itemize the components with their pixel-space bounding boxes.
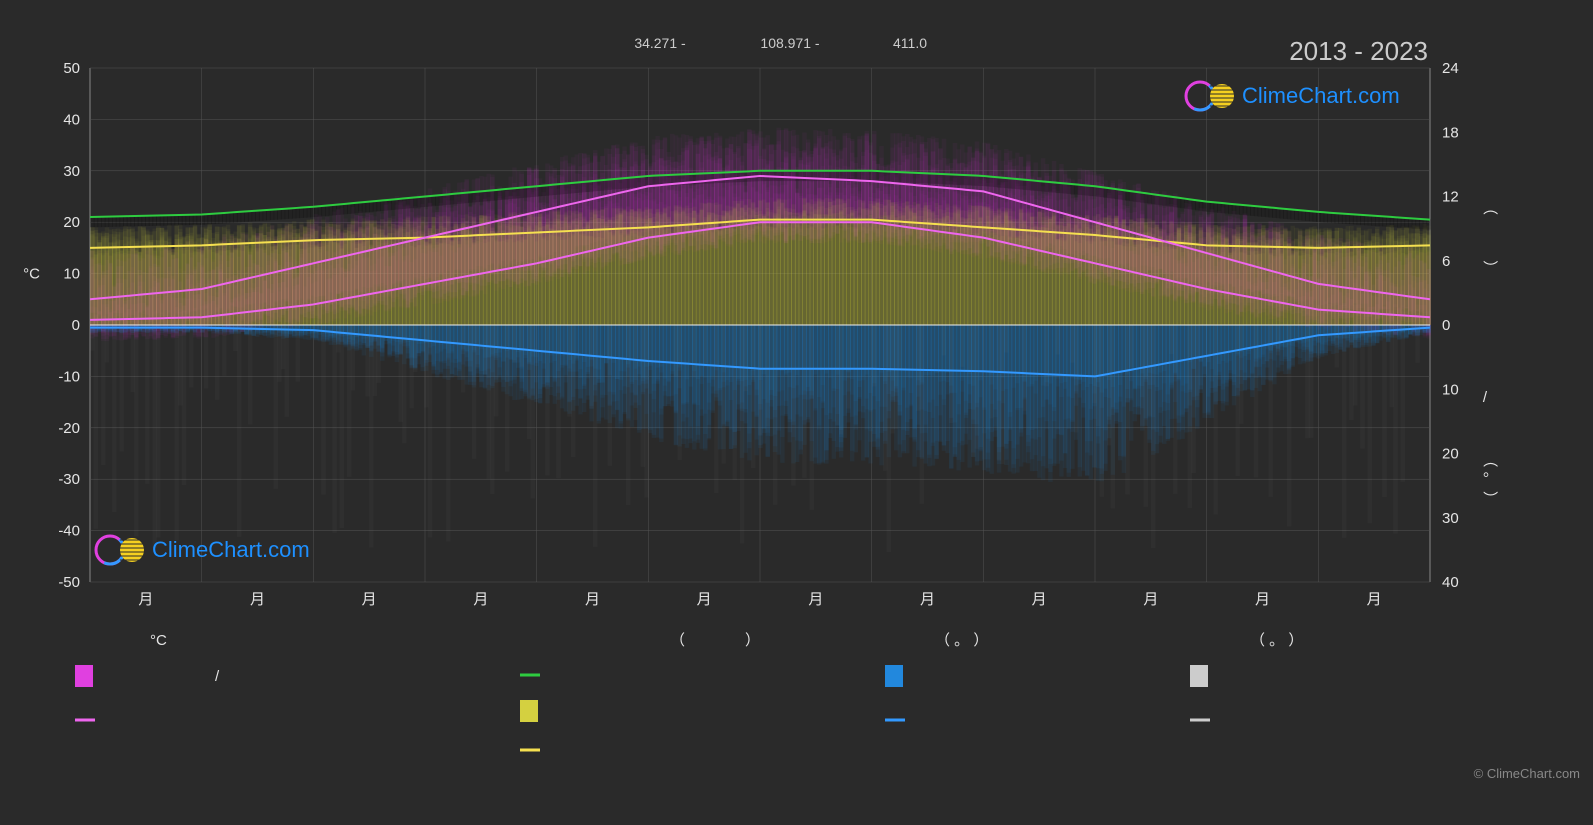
right-bot-tick: 40 bbox=[1442, 574, 1459, 591]
brand-logo: ClimeChart.com bbox=[96, 536, 310, 564]
x-tick-label: 月 bbox=[1143, 591, 1158, 608]
left-tick-label: 30 bbox=[63, 163, 80, 180]
legend-h1: °C bbox=[150, 632, 167, 649]
left-tick-label: 40 bbox=[63, 111, 80, 128]
x-tick-label: 月 bbox=[808, 591, 823, 608]
x-tick-label: 月 bbox=[138, 591, 153, 608]
climate-chart: 34.271 - 108.971 - 411.0 2013 - 2023 50 40 30 2… bbox=[0, 0, 1593, 825]
brand-text: ClimeChart.com bbox=[152, 537, 310, 562]
left-tick-label: 20 bbox=[63, 214, 80, 231]
copyright: © ClimeChart.com bbox=[1474, 766, 1580, 781]
legend-h2: （ ） bbox=[670, 632, 760, 649]
left-tick-label: -20 bbox=[58, 420, 80, 437]
left-tick-label: -50 bbox=[58, 574, 80, 591]
legend-h3: （ 。 ） bbox=[935, 632, 988, 649]
x-tick-label: 月 bbox=[250, 591, 265, 608]
left-tick-label: -30 bbox=[58, 471, 80, 488]
header-lat: 34.271 - bbox=[634, 35, 686, 51]
left-axis-unit: °C bbox=[23, 266, 40, 283]
x-tick-label: 月 bbox=[920, 591, 935, 608]
right-bot-paren: （ 。 ） bbox=[1481, 453, 1498, 506]
right-bot-tick: 10 bbox=[1442, 381, 1459, 398]
right-top-tick: 12 bbox=[1442, 189, 1459, 206]
legend-swatch bbox=[520, 700, 538, 722]
x-tick-label: 月 bbox=[697, 591, 712, 608]
x-tick-label: 月 bbox=[362, 591, 377, 608]
right-bot-tick: 20 bbox=[1442, 446, 1459, 463]
header-elev: 411.0 bbox=[893, 35, 927, 51]
legend-swatch bbox=[75, 665, 93, 687]
brand-logo: ClimeChart.com bbox=[1186, 82, 1400, 110]
right-top-tick: 24 bbox=[1442, 60, 1459, 77]
left-tick-label: 50 bbox=[63, 60, 80, 77]
left-tick-label: 10 bbox=[63, 266, 80, 283]
right-bot-tick: 30 bbox=[1442, 510, 1459, 527]
right-top-tick: 0 bbox=[1442, 317, 1450, 334]
x-tick-label: 月 bbox=[1255, 591, 1270, 608]
header-years: 2013 - 2023 bbox=[1289, 36, 1428, 66]
left-tick-label: -40 bbox=[58, 523, 80, 540]
chart-svg: 34.271 - 108.971 - 411.0 2013 - 2023 50 40 30 2… bbox=[0, 0, 1593, 825]
right-top-tick: 6 bbox=[1442, 253, 1450, 270]
legend-swatch bbox=[1190, 665, 1208, 687]
left-tick-label: 0 bbox=[72, 317, 80, 334]
legend-h4: （ 。 ） bbox=[1250, 632, 1303, 649]
brand-text: ClimeChart.com bbox=[1242, 83, 1400, 108]
right-top-paren: （ ） bbox=[1481, 200, 1498, 275]
x-tick-label: 月 bbox=[1367, 591, 1382, 608]
left-tick-label: -10 bbox=[58, 368, 80, 385]
x-tick-label: 月 bbox=[1032, 591, 1047, 608]
header-lon: 108.971 - bbox=[760, 35, 819, 51]
legend-swatch bbox=[885, 665, 903, 687]
x-tick-label: 月 bbox=[585, 591, 600, 608]
x-tick-label: 月 bbox=[473, 591, 488, 608]
right-top-tick: 18 bbox=[1442, 124, 1459, 141]
